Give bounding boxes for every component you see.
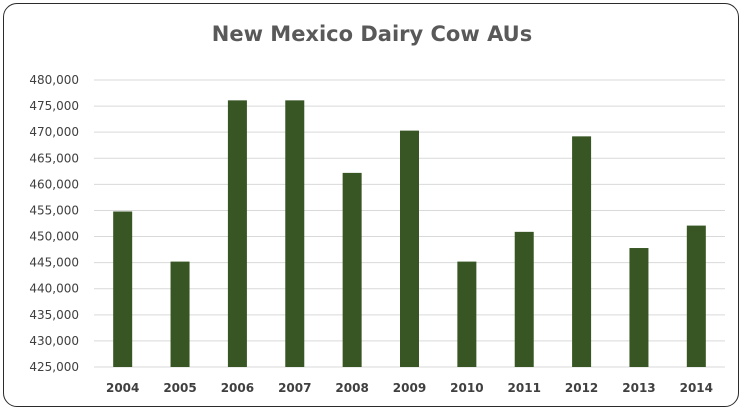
x-tick-label: 2013 bbox=[622, 381, 655, 395]
bar-2010 bbox=[457, 261, 477, 367]
bar-2006 bbox=[227, 100, 247, 368]
x-tick-label: 2014 bbox=[680, 381, 713, 395]
y-tick-label: 445,000 bbox=[29, 256, 79, 270]
bar-2014 bbox=[686, 225, 706, 367]
y-axis-ticks: 425,000 430,000 435,000 440,000 445,000 450,0… bbox=[29, 73, 79, 374]
y-tick-label: 480,000 bbox=[29, 73, 79, 87]
bar-2011 bbox=[514, 231, 534, 367]
y-tick-label: 425,000 bbox=[29, 360, 79, 374]
bar-2008 bbox=[342, 172, 362, 367]
x-tick-label: 2012 bbox=[565, 381, 598, 395]
bars bbox=[113, 100, 706, 368]
x-tick-label: 2008 bbox=[335, 381, 368, 395]
y-tick-label: 460,000 bbox=[29, 177, 79, 191]
x-tick-label: 2005 bbox=[163, 381, 196, 395]
y-tick-label: 440,000 bbox=[29, 282, 79, 296]
chart-title: New Mexico Dairy Cow AUs bbox=[211, 22, 533, 46]
y-tick-label: 430,000 bbox=[29, 334, 79, 348]
y-tick-label: 450,000 bbox=[29, 230, 79, 244]
x-tick-label: 2011 bbox=[508, 381, 541, 395]
bar-2004 bbox=[113, 211, 133, 367]
x-axis-ticks: 2004 2005 2006 2007 2008 2009 2010 2011 2012 2013… bbox=[106, 381, 713, 395]
bar-2005 bbox=[170, 261, 190, 367]
y-tick-label: 470,000 bbox=[29, 125, 79, 139]
bar-2012 bbox=[572, 136, 592, 367]
y-tick-label: 455,000 bbox=[29, 203, 79, 217]
x-tick-label: 2006 bbox=[221, 381, 254, 395]
x-tick-label: 2010 bbox=[450, 381, 483, 395]
bar-2009 bbox=[400, 130, 419, 367]
x-tick-label: 2004 bbox=[106, 381, 139, 395]
x-tick-label: 2009 bbox=[393, 381, 426, 395]
bar-2007 bbox=[285, 100, 305, 368]
x-tick-label: 2007 bbox=[278, 381, 311, 395]
y-tick-label: 475,000 bbox=[29, 99, 79, 113]
y-tick-label: 465,000 bbox=[29, 151, 79, 165]
bar-2013 bbox=[629, 248, 649, 367]
y-tick-label: 435,000 bbox=[29, 308, 79, 322]
